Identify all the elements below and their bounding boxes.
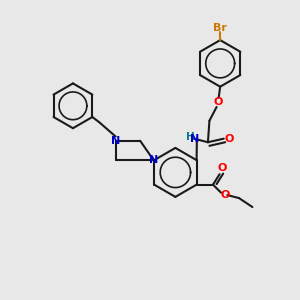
Text: Br: Br [213, 22, 227, 33]
Text: N: N [190, 134, 200, 144]
Text: O: O [220, 190, 230, 200]
Text: N: N [111, 136, 120, 146]
Text: N: N [149, 155, 158, 165]
Text: H: H [186, 133, 195, 142]
Text: O: O [213, 97, 223, 107]
Text: O: O [224, 134, 233, 144]
Text: O: O [217, 163, 227, 173]
